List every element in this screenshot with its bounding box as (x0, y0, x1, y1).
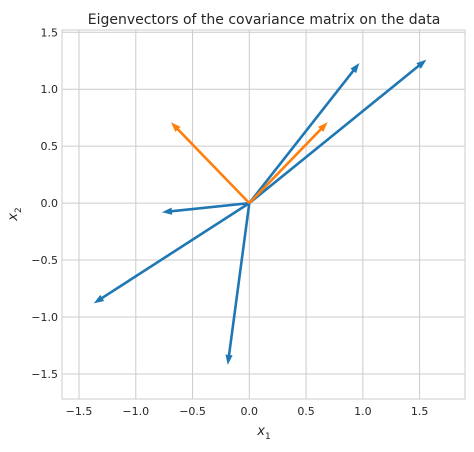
vector-head (161, 207, 173, 215)
plot-area (61, 29, 466, 400)
blue-vector-arrow (93, 202, 251, 304)
vector-shaft (227, 202, 251, 357)
blue-vector-arrow (225, 202, 251, 365)
x-tick-label: 1.5 (411, 405, 429, 418)
y-axis-label: x2 (6, 207, 24, 221)
blue-vector-arrow (248, 59, 427, 205)
vector-shaft (176, 127, 251, 205)
vector-head (93, 294, 105, 304)
vector-head (350, 63, 360, 74)
vector-head (318, 122, 328, 132)
y-tick-label: 1.5 (41, 26, 59, 39)
x-tick-label: 0.5 (297, 405, 315, 418)
x-tick-label: −1.0 (122, 405, 149, 418)
vector-head (225, 354, 233, 365)
orange-vector-arrow (170, 122, 251, 205)
vector-shaft (248, 69, 355, 204)
y-tick-label: −0.5 (31, 254, 58, 267)
y-tick-label: 1.0 (41, 83, 59, 96)
grid-lines (62, 30, 465, 399)
y-axis-ticks: 1.5 1.0 0.5 0.0 −0.5 −1.0 −1.5 (31, 26, 58, 381)
vector-shaft (170, 201, 250, 213)
orange-vector-arrow (248, 122, 328, 205)
x-tick-label: −0.5 (179, 405, 206, 418)
y-tick-label: −1.0 (31, 311, 58, 324)
x-axis-ticks: −1.5 −1.0 −0.5 0.0 0.5 1.0 1.5 (66, 405, 429, 418)
y-tick-label: 0.5 (41, 140, 59, 153)
x-tick-label: −1.5 (66, 405, 93, 418)
x-tick-label: 0.0 (241, 405, 259, 418)
chart-title: Eigenvectors of the covariance matrix on… (88, 12, 441, 28)
blue-vector-arrow (248, 63, 360, 204)
vector-shaft (248, 127, 323, 205)
vector-head (416, 59, 427, 69)
vector-shaft (248, 64, 421, 205)
blue-vector-arrow (161, 201, 250, 215)
vector-shaft (100, 202, 251, 300)
x-tick-label: 1.0 (354, 405, 372, 418)
vector-head (170, 122, 181, 132)
y-tick-label: 0.0 (41, 197, 59, 210)
y-tick-label: −1.5 (31, 368, 58, 381)
x-axis-label: x1 (256, 424, 270, 442)
vector-arrows (93, 59, 427, 365)
